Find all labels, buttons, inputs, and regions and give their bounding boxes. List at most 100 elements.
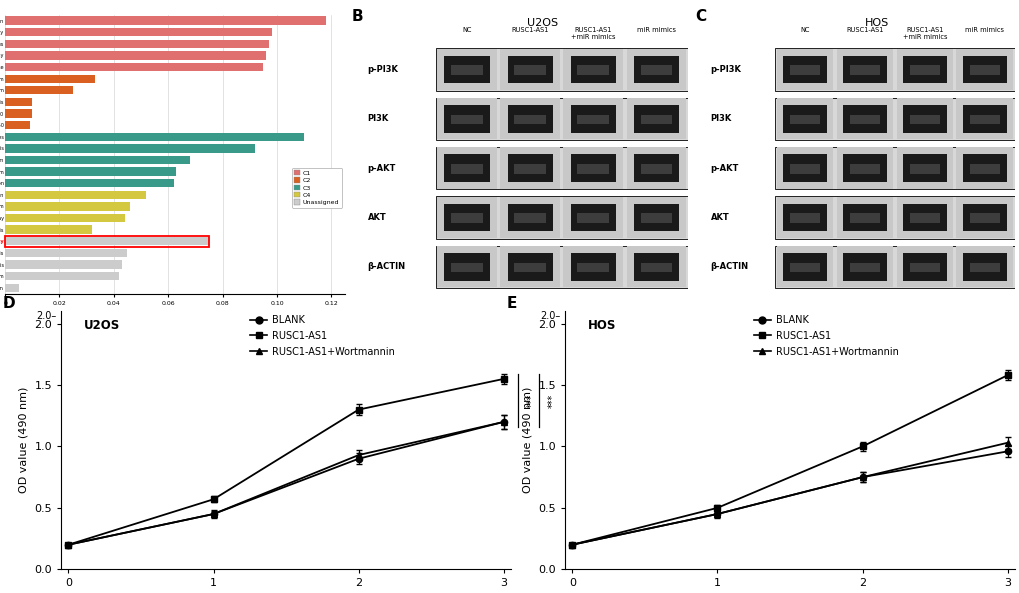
Bar (909, 164, 940, 174)
Bar (499, 148, 559, 189)
Bar (514, 164, 545, 174)
Legend: C1, C2, C3, C4, Unassigned: C1, C2, C3, C4, Unassigned (291, 168, 341, 208)
Bar (444, 203, 489, 231)
Bar (956, 49, 1012, 90)
Bar (626, 148, 686, 189)
Bar (956, 197, 1012, 238)
Bar (783, 253, 825, 280)
Bar (962, 154, 1006, 182)
Bar (5, 144, 255, 152)
Bar (962, 203, 1006, 231)
Bar (514, 213, 545, 223)
Text: U2OS: U2OS (526, 18, 557, 28)
Bar (909, 114, 940, 125)
Bar (437, 49, 496, 90)
Bar (514, 263, 545, 272)
Bar (499, 246, 559, 288)
Text: AKT: AKT (710, 213, 729, 222)
Bar (507, 154, 552, 182)
Text: NC: NC (800, 27, 809, 33)
Bar (562, 246, 623, 288)
Text: β-ACTIN: β-ACTIN (367, 262, 406, 271)
Bar (450, 263, 483, 272)
Legend: BLANK, RUSC1-AS1, RUSC1-AS1+Wortmannin: BLANK, RUSC1-AS1, RUSC1-AS1+Wortmannin (749, 311, 902, 361)
Bar (450, 213, 483, 223)
Bar (507, 56, 552, 83)
Bar (514, 65, 545, 75)
Text: miR mimics: miR mimics (636, 27, 676, 33)
Bar (783, 203, 825, 231)
Y-axis label: OD value (490 nm): OD value (490 nm) (522, 387, 532, 493)
Bar (633, 203, 679, 231)
Bar (633, 105, 679, 133)
Bar (849, 164, 879, 174)
Bar (969, 164, 999, 174)
Bar (640, 65, 672, 75)
Bar (5, 17, 326, 25)
Bar (774, 147, 1014, 189)
Bar (789, 65, 819, 75)
Bar (626, 98, 686, 139)
Bar (5, 51, 266, 60)
Bar (499, 49, 559, 90)
Bar (5, 40, 269, 48)
Bar (633, 154, 679, 182)
Bar (789, 114, 819, 125)
Bar (783, 154, 825, 182)
Bar (640, 263, 672, 272)
Bar (640, 114, 672, 125)
Bar (5, 236, 209, 247)
Bar (435, 98, 688, 140)
Bar (774, 48, 1014, 91)
Bar (969, 65, 999, 75)
Bar (444, 56, 489, 83)
Bar (5, 272, 119, 280)
Bar (435, 48, 688, 91)
Bar (836, 98, 893, 139)
Bar (909, 65, 940, 75)
Bar (969, 263, 999, 272)
Text: miR mimics: miR mimics (964, 27, 1004, 33)
Bar (437, 148, 496, 189)
Bar (444, 253, 489, 280)
Bar (633, 56, 679, 83)
Bar (5, 283, 18, 292)
Bar (969, 213, 999, 223)
Bar (499, 197, 559, 238)
Text: p-PI3K: p-PI3K (367, 65, 398, 74)
Y-axis label: OD value (490 nm): OD value (490 nm) (18, 387, 29, 493)
Bar (507, 105, 552, 133)
Bar (5, 86, 73, 94)
Bar (562, 197, 623, 238)
Text: β-ACTIN: β-ACTIN (710, 262, 748, 271)
Text: D: D (3, 296, 15, 311)
Bar (896, 197, 953, 238)
Bar (969, 114, 999, 125)
Bar (956, 98, 1012, 139)
Bar (5, 179, 173, 187)
Bar (5, 63, 263, 71)
Bar (450, 164, 483, 174)
Bar (843, 253, 886, 280)
Text: RUSC1-AS1
+miR mimics: RUSC1-AS1 +miR mimics (902, 27, 947, 40)
Bar (5, 121, 30, 129)
Bar (577, 65, 608, 75)
Text: ***: *** (547, 393, 556, 407)
Text: NC: NC (462, 27, 472, 33)
Bar (435, 246, 688, 288)
Bar (774, 196, 1014, 238)
Bar (956, 246, 1012, 288)
Bar (849, 263, 879, 272)
Text: 2.0–: 2.0– (37, 311, 57, 321)
Text: PI3K: PI3K (710, 114, 731, 123)
Bar (5, 75, 95, 83)
Bar (5, 156, 190, 164)
Bar (450, 65, 483, 75)
Bar (514, 114, 545, 125)
Bar (896, 148, 953, 189)
X-axis label: Enrich ratio: Enrich ratio (153, 312, 197, 321)
Bar (962, 105, 1006, 133)
Bar (577, 164, 608, 174)
Bar (570, 253, 615, 280)
Text: ***: *** (527, 393, 536, 407)
